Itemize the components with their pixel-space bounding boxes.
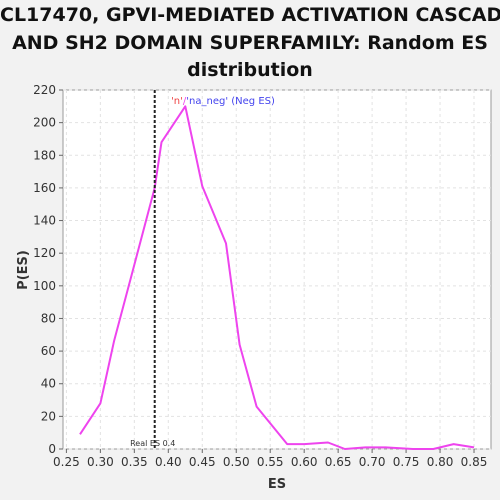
- x-tick-label: 0.25: [53, 455, 80, 469]
- series-line: [79, 105, 475, 450]
- x-tick-label: 0.70: [359, 455, 386, 469]
- x-axis-ticks: 0.25 0.30 0.35 0.40 0.45 0.50 0.55 0.60 0.65 0.70…: [53, 449, 487, 469]
- legend-part-2: 'na_neg' (Neg ES): [186, 96, 275, 107]
- y-tick-label: 0: [48, 442, 56, 456]
- y-axis-ticks: 0 20 40 60 80 100 120 140 160 180 200 220: [33, 83, 63, 456]
- chart-title: CL17470, GPVI-MEDIATED ACTIVATION CASCAD…: [0, 2, 500, 85]
- real-es-label: Real ES 0.4: [130, 439, 175, 448]
- y-tick-label: 60: [41, 344, 56, 358]
- y-tick-label: 100: [33, 279, 56, 293]
- y-tick-label: 160: [33, 181, 56, 195]
- x-tick-label: 0.40: [155, 455, 182, 469]
- y-tick-label: 20: [41, 409, 56, 423]
- y-tick-label: 80: [41, 311, 56, 325]
- legend-part-1: 'n': [171, 96, 183, 107]
- x-tick-label: 0.75: [393, 455, 420, 469]
- x-axis-label: ES: [268, 477, 286, 492]
- chart-title-line-3: distribution: [187, 59, 313, 81]
- y-tick-label: 180: [33, 148, 56, 162]
- y-tick-label: 200: [33, 116, 56, 130]
- plot-background: [62, 89, 492, 450]
- x-tick-label: 0.55: [257, 455, 284, 469]
- y-tick-label: 40: [41, 377, 56, 391]
- x-tick-label: 0.50: [223, 455, 250, 469]
- chart-title-line-1: CL17470, GPVI-MEDIATED ACTIVATION CASCAD…: [0, 4, 500, 26]
- x-tick-label: 0.80: [427, 455, 454, 469]
- x-tick-label: 0.60: [291, 455, 318, 469]
- legend: 'n'/'na_neg' (Neg ES): [171, 96, 275, 107]
- y-tick-label: 220: [33, 83, 56, 97]
- legend-separator: /: [183, 96, 187, 107]
- x-tick-label: 0.30: [87, 455, 114, 469]
- x-tick-label: 0.45: [189, 455, 216, 469]
- x-tick-label: 0.65: [325, 455, 352, 469]
- chart-title-line-2: AND SH2 DOMAIN SUPERFAMILY: Random ES: [12, 31, 488, 54]
- x-tick-label: 0.85: [461, 455, 488, 469]
- y-axis-label: P(ES): [16, 250, 31, 290]
- y-tick-label: 120: [33, 246, 56, 260]
- y-tick-label: 140: [33, 214, 56, 228]
- x-tick-label: 0.35: [121, 455, 148, 469]
